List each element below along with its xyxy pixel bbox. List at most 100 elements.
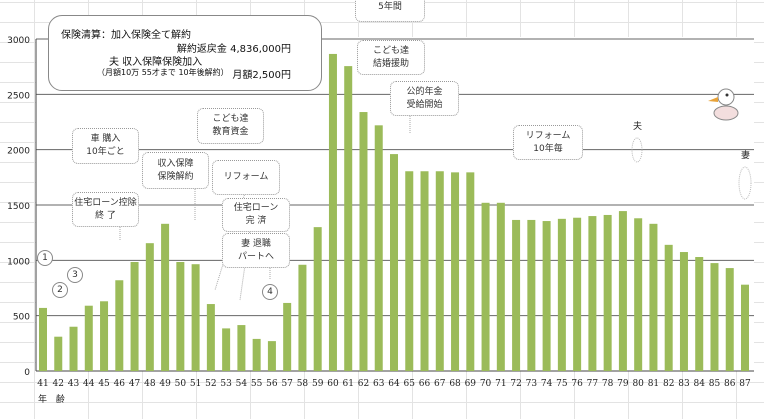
x-tick-label: 58 — [297, 379, 309, 389]
callout-text: 10年ごと — [86, 147, 125, 157]
callout-reform: リフォーム — [212, 160, 280, 195]
bar-45 — [100, 301, 109, 371]
x-tick-label: 49 — [159, 379, 171, 389]
x-tick-label: 77 — [587, 379, 599, 389]
bar-55 — [252, 338, 261, 371]
callout-text: 完 済 — [245, 216, 267, 226]
callout-loan-paid: 住宅ローン完 済 — [222, 198, 290, 232]
x-tick-label: 79 — [617, 379, 629, 389]
x-tick-label: 66 — [419, 379, 431, 389]
x-tick-label: 44 — [83, 379, 95, 389]
bar-65 — [405, 171, 414, 371]
bar-68 — [451, 172, 460, 371]
bar-72 — [512, 219, 521, 371]
bar-60 — [328, 53, 337, 371]
callout-text: 車 購入 — [90, 134, 121, 144]
bar-81 — [649, 223, 658, 371]
x-tick-label: 81 — [648, 379, 659, 389]
husband-label: 夫 — [633, 122, 643, 132]
x-tick-label: 42 — [53, 379, 64, 389]
callout-text: リフォーム — [223, 172, 269, 182]
bar-46 — [115, 280, 124, 371]
bar-86 — [725, 268, 734, 371]
callout-text: 公的年金 — [406, 86, 443, 97]
thought-bubble-icon — [631, 137, 643, 163]
callout-text: 結婚援助 — [372, 58, 409, 69]
x-tick-label: 82 — [663, 379, 674, 389]
bar-73 — [527, 219, 536, 371]
bar-71 — [496, 202, 505, 371]
bar-43 — [69, 326, 78, 371]
x-tick-label: 85 — [709, 379, 721, 389]
bar-51 — [191, 264, 200, 371]
x-tick-label: 84 — [693, 379, 705, 389]
marker-4: 4 — [262, 284, 278, 300]
summary-line3: 夫 収入保障保険加入 — [109, 57, 203, 68]
bar-87 — [741, 284, 749, 371]
bar-76 — [573, 217, 582, 371]
x-tick-label: 62 — [358, 379, 369, 389]
x-tick-label: 72 — [510, 379, 521, 389]
callout-loan-deduction: 住宅ローン控除終 了 — [72, 192, 139, 227]
y-tick-label: 2500 — [7, 91, 30, 101]
x-tick-label: 86 — [724, 379, 736, 389]
callout-marriage: こども達 結婚援助 — [357, 40, 425, 75]
y-tick-label: 1500 — [7, 202, 30, 212]
callout-car: 車 購入 10年ごと — [72, 128, 139, 164]
callout-text: 終 了 — [95, 210, 116, 221]
x-tick-label: 59 — [312, 379, 324, 389]
x-tick-label: 61 — [342, 379, 353, 389]
callout-text: パートへ — [237, 251, 274, 262]
x-tick-label: 47 — [129, 379, 141, 389]
callout-text: 保険解約 — [157, 171, 194, 182]
thought-bubble-icon — [738, 166, 752, 200]
summary-line4a: （月額10万 55才まで 10年後解約） — [97, 68, 229, 77]
x-axis-label: 年 齢 — [38, 395, 68, 405]
bar-52 — [206, 304, 215, 371]
bar-77 — [588, 216, 597, 371]
bar-54 — [237, 325, 246, 371]
x-tick-label: 52 — [205, 379, 216, 389]
x-tick-label: 55 — [251, 379, 263, 389]
y-tick-label: 0 — [24, 368, 30, 378]
callout-text: こども達 — [372, 45, 409, 56]
bar-41 — [39, 307, 47, 371]
bar-79 — [618, 211, 627, 371]
x-tick-label: 87 — [739, 379, 751, 389]
y-tick-label: 1000 — [7, 257, 30, 267]
x-tick-label: 78 — [602, 379, 614, 389]
x-tick-label: 73 — [526, 379, 538, 389]
x-tick-label: 64 — [388, 379, 400, 389]
bar-83 — [679, 252, 688, 371]
bar-74 — [542, 221, 551, 371]
bar-61 — [344, 66, 353, 371]
bar-42 — [54, 336, 63, 371]
bar-53 — [222, 328, 231, 371]
x-tick-label: 74 — [541, 379, 553, 389]
bar-56 — [267, 341, 276, 371]
bar-75 — [557, 218, 566, 371]
x-tick-label: 63 — [373, 379, 385, 389]
bar-57 — [283, 302, 292, 371]
callout-text: 妻 退職 — [241, 238, 271, 249]
callout-pension: 公的年金 受給開始 — [390, 81, 459, 116]
x-tick-label: 57 — [281, 379, 293, 389]
y-tick-label: 500 — [13, 313, 30, 323]
x-tick-label: 75 — [556, 379, 568, 389]
callout-insurance-cancel: 収入保障 保険解約 — [142, 152, 209, 189]
x-tick-label: 67 — [434, 379, 446, 389]
summary-box: 保険清算：加入保険全て解約 解約返戻金 4,836,000円 夫 収入保障保険加… — [48, 15, 322, 91]
x-tick-label: 53 — [220, 379, 232, 389]
y-tick-label: 2000 — [7, 147, 30, 157]
x-tick-label: 50 — [175, 379, 187, 389]
summary-line2: 解約返戻金 4,836,000円 — [176, 44, 291, 55]
x-tick-label: 76 — [571, 379, 583, 389]
x-tick-label: 46 — [114, 379, 126, 389]
x-tick-label: 56 — [266, 379, 278, 389]
x-tick-label: 48 — [144, 379, 156, 389]
x-tick-label: 54 — [236, 379, 248, 389]
bar-62 — [359, 112, 368, 371]
bar-64 — [390, 154, 398, 371]
callout-education: こども達 教育資金 — [197, 108, 264, 144]
